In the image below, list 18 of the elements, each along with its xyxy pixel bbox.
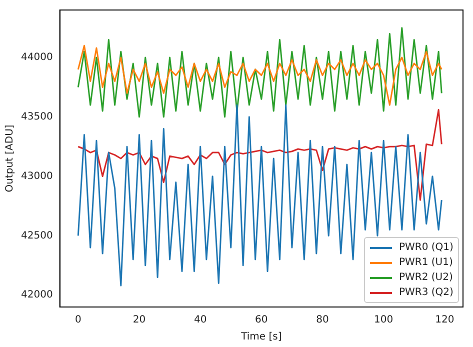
x-tick-label: 60 bbox=[255, 314, 268, 326]
y-tick-label: 42500 bbox=[21, 230, 53, 242]
x-tick-label: 120 bbox=[435, 314, 454, 326]
y-tick-label: 43000 bbox=[21, 170, 53, 182]
x-tick-label: 0 bbox=[74, 314, 82, 326]
x-axis-title: Time [s] bbox=[240, 332, 282, 343]
x-tick-label: 20 bbox=[132, 314, 146, 326]
x-tick-label: 80 bbox=[316, 314, 329, 326]
legend-label: PWR2 (U2) bbox=[399, 272, 453, 283]
legend-label: PWR1 (U1) bbox=[399, 257, 453, 268]
x-tick-label: 40 bbox=[194, 314, 207, 326]
y-axis-title: Output [ADU] bbox=[4, 124, 16, 192]
y-tick-label: 44000 bbox=[21, 52, 53, 64]
x-tick-label: 100 bbox=[374, 314, 394, 326]
y-tick-label: 43500 bbox=[21, 112, 53, 123]
y-tick-label: 42000 bbox=[21, 290, 53, 301]
legend-label: PWR0 (Q1) bbox=[399, 242, 454, 253]
legend-label: PWR3 (Q2) bbox=[399, 287, 454, 298]
